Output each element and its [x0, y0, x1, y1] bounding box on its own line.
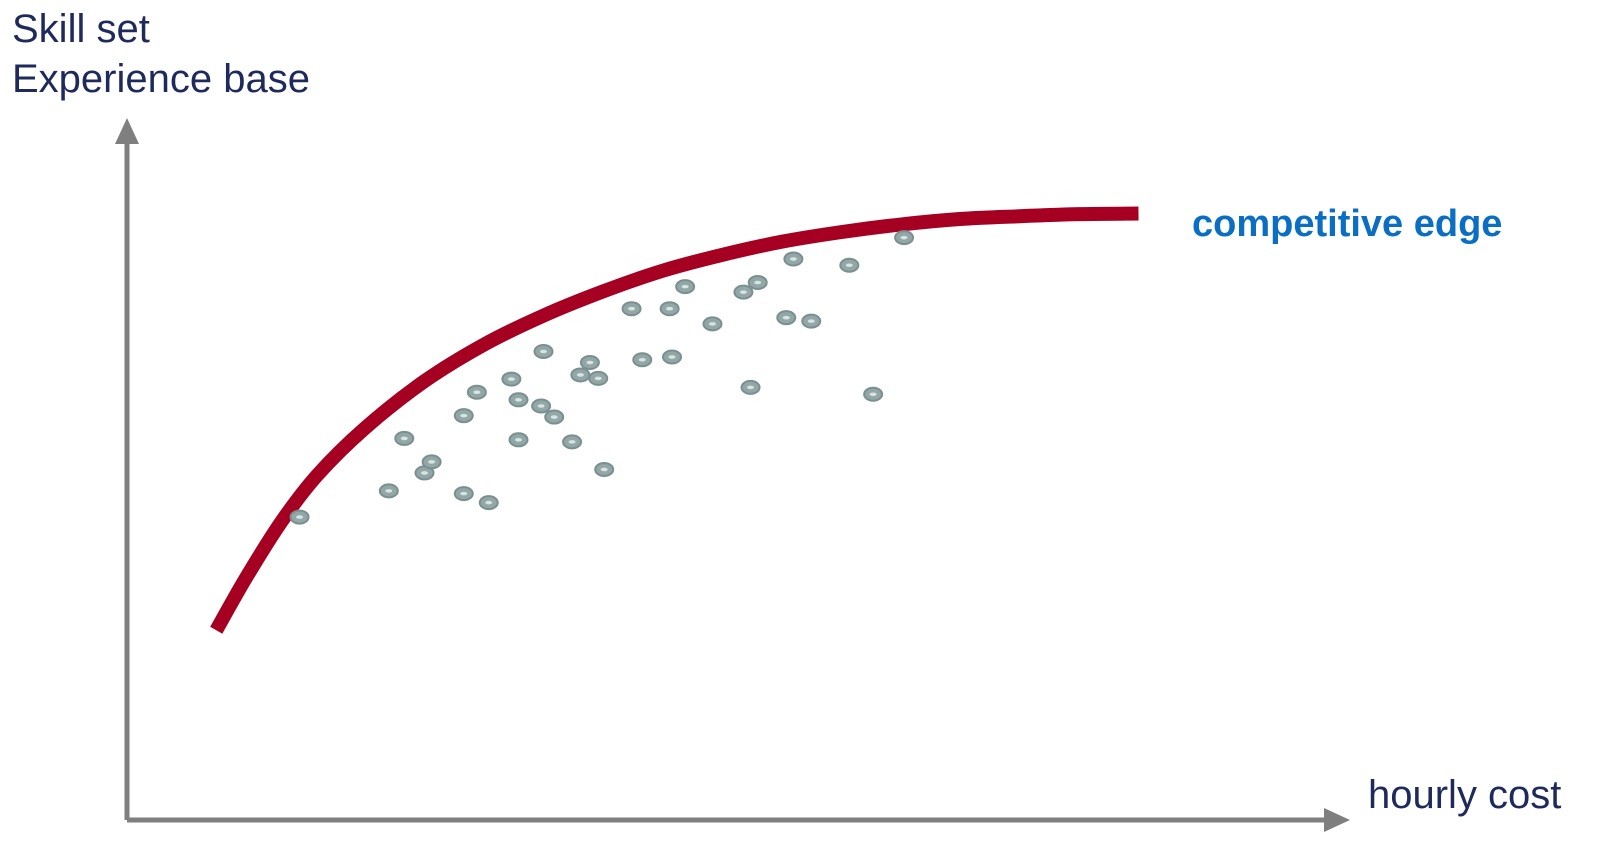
- data-point-highlight: [807, 319, 815, 323]
- data-point-highlight: [638, 357, 646, 362]
- data-point-highlight: [681, 284, 689, 289]
- y-axis-arrow-icon: [115, 118, 139, 144]
- data-point-highlight: [400, 436, 408, 441]
- data-point-highlight: [666, 306, 674, 311]
- data-point-highlight: [296, 515, 304, 519]
- data-point-highlight: [789, 257, 797, 261]
- data-point-highlight: [594, 376, 602, 381]
- data-point-highlight: [428, 460, 436, 464]
- data-point-highlight: [586, 360, 594, 365]
- data-points: [289, 230, 915, 525]
- data-point-highlight: [485, 500, 493, 505]
- data-point-highlight: [421, 471, 428, 475]
- data-point-highlight: [507, 377, 515, 381]
- data-point-highlight: [515, 438, 523, 442]
- data-point-highlight: [540, 349, 547, 354]
- data-point-highlight: [460, 413, 468, 418]
- competitive-edge-curve: [210, 206, 1139, 634]
- data-point-highlight: [782, 315, 790, 320]
- data-point-highlight: [739, 290, 747, 294]
- data-point-highlight: [550, 415, 558, 419]
- data-point-highlight: [668, 355, 676, 359]
- data-point-highlight: [576, 373, 584, 377]
- data-point-highlight: [515, 397, 523, 402]
- data-point-highlight: [460, 491, 468, 496]
- x-axis-arrow-icon: [1324, 808, 1350, 832]
- y-axis-label-line-2: Experience base: [12, 57, 310, 101]
- data-point-highlight: [845, 263, 853, 268]
- data-point-highlight: [385, 489, 393, 493]
- data-point-highlight: [754, 280, 762, 285]
- data-point-highlight: [900, 235, 908, 240]
- data-point-highlight: [600, 467, 608, 472]
- y-axis-label-line-1: Skill set: [12, 7, 150, 51]
- data-point-highlight: [869, 392, 877, 397]
- curve-label: competitive edge: [1192, 203, 1503, 245]
- y-axis-label: Skill set Experience base: [12, 4, 310, 104]
- data-point-highlight: [568, 440, 576, 444]
- data-point-highlight: [747, 385, 755, 390]
- x-axis-label: hourly cost: [1368, 773, 1562, 817]
- data-point-highlight: [473, 390, 481, 395]
- data-point-highlight: [537, 404, 545, 408]
- data-point-highlight: [628, 306, 636, 311]
- data-point-highlight: [708, 322, 716, 326]
- axes: [115, 118, 1350, 832]
